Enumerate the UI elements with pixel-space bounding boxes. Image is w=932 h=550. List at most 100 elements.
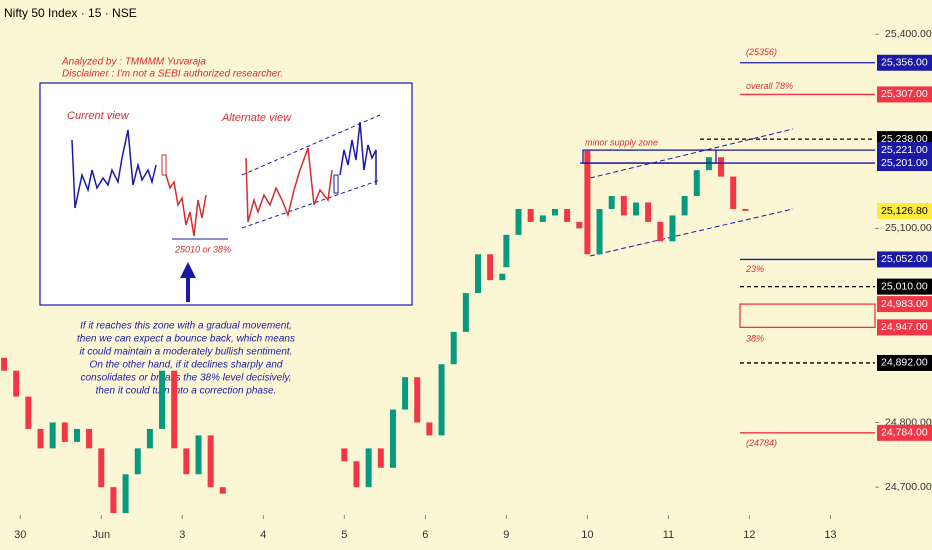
x-tick-label: Jun bbox=[92, 529, 110, 541]
candle bbox=[503, 234, 510, 268]
candle bbox=[146, 428, 153, 449]
candle bbox=[499, 273, 506, 281]
current-price-box bbox=[877, 203, 932, 220]
candle bbox=[584, 150, 591, 255]
alternate-sketch bbox=[245, 147, 333, 223]
commentary-line: On the other hand, if it declines sharpl… bbox=[90, 360, 283, 371]
candle bbox=[596, 208, 603, 255]
candle bbox=[539, 215, 546, 222]
x-tick-label: 12 bbox=[743, 529, 755, 541]
candle bbox=[718, 157, 725, 177]
channel-line bbox=[589, 128, 794, 179]
time-axis-background bbox=[0, 515, 875, 550]
x-tick-label: 9 bbox=[503, 529, 509, 541]
target-label: 25010 or 38% bbox=[174, 244, 231, 254]
channel-line bbox=[589, 208, 794, 257]
supply-zone-label: minor supply zone bbox=[585, 137, 658, 147]
candle bbox=[657, 221, 664, 242]
commentary: If it reaches this zone with a gradual m… bbox=[77, 321, 295, 397]
price-label-box bbox=[877, 354, 932, 371]
price-label: 25,201.00 bbox=[881, 157, 928, 169]
candle bbox=[86, 428, 93, 449]
candle bbox=[37, 428, 44, 449]
candle bbox=[551, 208, 558, 216]
x-tick-label: 3 bbox=[179, 529, 185, 541]
candle bbox=[576, 221, 583, 229]
candle bbox=[450, 331, 457, 365]
commentary-line: it could maintain a moderately bullish s… bbox=[80, 347, 293, 358]
candle bbox=[527, 208, 534, 222]
candle bbox=[207, 435, 214, 488]
price-label-box bbox=[877, 86, 932, 103]
candle bbox=[515, 208, 522, 235]
candle bbox=[487, 254, 494, 281]
y-tick-label: 25,100.00 bbox=[885, 222, 932, 234]
candle bbox=[377, 448, 384, 468]
price-label: 25,052.00 bbox=[881, 253, 928, 265]
candle bbox=[620, 196, 627, 216]
candle bbox=[110, 487, 117, 514]
x-tick-label: 4 bbox=[260, 529, 266, 541]
price-label-box bbox=[877, 142, 932, 159]
candle bbox=[73, 428, 80, 442]
candle bbox=[389, 409, 396, 468]
y-tick-label: 24,700.00 bbox=[885, 481, 932, 493]
candle bbox=[564, 208, 571, 222]
candle bbox=[98, 448, 105, 488]
candle bbox=[13, 370, 20, 397]
price-label-box bbox=[877, 278, 932, 295]
x-tick-label: 13 bbox=[824, 529, 836, 541]
current-sketch-drop bbox=[165, 174, 207, 237]
candle bbox=[669, 215, 676, 242]
price-label: 25,307.00 bbox=[881, 88, 928, 100]
candle bbox=[426, 422, 433, 436]
level-note: (25356) bbox=[746, 47, 777, 57]
candle bbox=[462, 293, 469, 332]
current-price-label: 25,126.80 bbox=[881, 205, 928, 217]
alternate-view-label: Alternate view bbox=[221, 112, 292, 124]
level-note: 38% bbox=[746, 334, 764, 344]
sketch-candle bbox=[161, 154, 167, 176]
candle bbox=[645, 202, 652, 222]
commentary-line: then it could turn into a correction pha… bbox=[96, 386, 277, 397]
candle bbox=[183, 448, 190, 475]
candle bbox=[365, 448, 372, 488]
candle bbox=[195, 435, 202, 475]
x-tick-label: 5 bbox=[341, 529, 347, 541]
price-label: 24,947.00 bbox=[881, 321, 928, 333]
x-tick-label: 30 bbox=[14, 529, 26, 541]
candle bbox=[608, 196, 615, 209]
level-note: 23% bbox=[745, 264, 764, 274]
y-tick-label: 25,400.00 bbox=[885, 28, 932, 40]
candle bbox=[681, 196, 688, 216]
level-note: overall 78% bbox=[746, 81, 793, 91]
price-label: 24,983.00 bbox=[881, 298, 928, 310]
price-label: 25,010.00 bbox=[881, 280, 928, 292]
alternate-sketch-up bbox=[339, 121, 377, 185]
inset-box bbox=[39, 82, 413, 306]
commentary-line: If it reaches this zone with a gradual m… bbox=[80, 321, 292, 332]
price-label-box bbox=[877, 54, 932, 71]
price-label: 25,221.00 bbox=[881, 144, 928, 156]
price-label-box bbox=[877, 296, 932, 313]
current-view-label: Current view bbox=[67, 110, 130, 122]
candle bbox=[632, 202, 639, 216]
x-tick-label: 10 bbox=[581, 529, 593, 541]
candle bbox=[341, 448, 348, 462]
candle bbox=[438, 364, 445, 436]
candle bbox=[171, 370, 178, 449]
candle bbox=[25, 396, 32, 429]
price-label-box bbox=[877, 319, 932, 336]
candle bbox=[402, 377, 409, 410]
candle bbox=[49, 422, 56, 449]
price-axis-background bbox=[875, 0, 932, 550]
candle bbox=[122, 474, 129, 514]
price-label-box bbox=[877, 155, 932, 172]
commentary-line: consolidates or breaks the 38% level dec… bbox=[80, 373, 291, 384]
price-label-box bbox=[877, 251, 932, 268]
candle bbox=[61, 422, 68, 442]
price-label: 25,356.00 bbox=[881, 57, 928, 69]
candle bbox=[693, 170, 700, 197]
